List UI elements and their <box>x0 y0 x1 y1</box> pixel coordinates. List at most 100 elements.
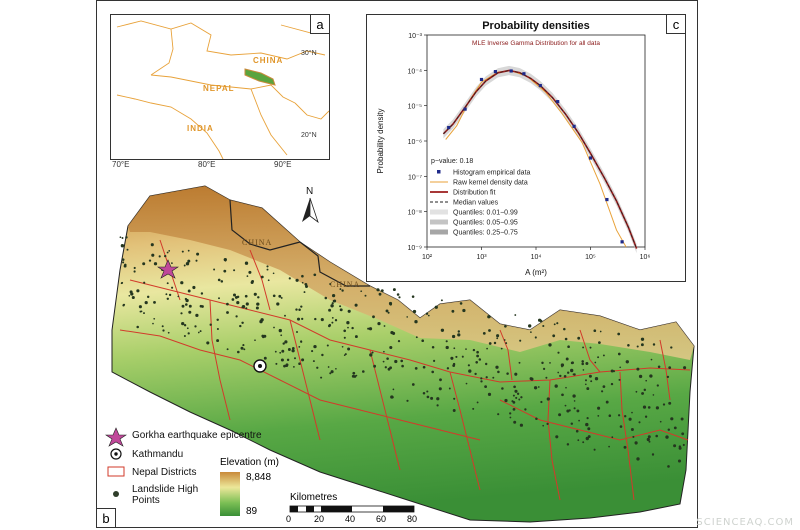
landslide-point <box>482 332 486 335</box>
landslide-point <box>281 349 285 353</box>
landslide-point <box>347 309 351 313</box>
landslide-point <box>406 399 409 402</box>
landslide-point <box>487 315 491 319</box>
landslide-point <box>582 441 585 444</box>
legend-swatch <box>430 229 448 235</box>
landslide-point <box>451 334 456 339</box>
landslide-point <box>125 236 128 239</box>
landslide-point <box>382 360 385 363</box>
landslide-point <box>276 302 280 306</box>
inset-lon-90: 90°E <box>274 160 292 169</box>
landslide-point <box>440 328 445 332</box>
landslide-point <box>406 316 409 318</box>
legend-kathmandu-icon <box>110 448 122 460</box>
landslide-point <box>438 387 442 391</box>
landslide-point <box>143 312 145 315</box>
landslide-point <box>226 302 229 306</box>
landslide-point <box>301 274 304 278</box>
y-tick-label: 10⁻⁸ <box>408 210 422 217</box>
landslide-point <box>130 292 134 296</box>
landslide-point <box>625 360 629 364</box>
landslide-point <box>284 314 286 317</box>
landslide-point <box>608 445 610 448</box>
landslide-point <box>244 261 249 265</box>
y-tick-label: 10⁻³ <box>408 33 422 40</box>
landslide-point <box>496 334 500 338</box>
landslide-point <box>165 293 168 296</box>
district-boundaries <box>119 239 691 501</box>
landslide-point <box>509 412 512 415</box>
landslide-point <box>509 416 512 419</box>
landslide-point <box>484 385 487 388</box>
landslide-point <box>577 439 580 442</box>
south-asia-inset-map: CHINA NEPAL INDIA 30°N 20°N 70°E <box>115 20 330 169</box>
landslide-point <box>582 369 585 371</box>
legend-landslide-icon <box>113 491 119 497</box>
landslide-point <box>515 396 518 399</box>
legend-kathmandu-label: Kathmandu <box>132 449 184 460</box>
landslide-point <box>383 350 385 353</box>
landslide-point <box>282 342 285 345</box>
histogram-point <box>538 83 542 88</box>
landslide-point <box>303 291 306 294</box>
landslide-point <box>645 379 648 382</box>
legend-entry: Quantiles: 0.25−0.75 <box>453 230 518 237</box>
landslide-point <box>617 352 621 356</box>
landslide-point <box>293 357 297 360</box>
landslide-point <box>563 374 567 378</box>
landslide-point <box>597 356 600 359</box>
landslide-point <box>218 297 220 300</box>
landslide-point <box>301 358 305 362</box>
landslide-point <box>655 406 660 410</box>
landslide-point <box>166 297 169 300</box>
landslide-point <box>678 446 682 450</box>
landslide-point <box>513 385 516 389</box>
landslide-point <box>440 299 443 302</box>
landslide-point <box>644 415 648 418</box>
landslide-point <box>298 346 301 348</box>
landslide-point <box>673 444 677 448</box>
p-value-annotation: p−value: 0.18 <box>431 158 473 165</box>
landslide-point <box>380 289 384 292</box>
landslide-point <box>312 360 315 363</box>
histogram-point <box>620 240 624 244</box>
landslide-point <box>241 321 244 325</box>
landslide-point <box>631 411 633 414</box>
landslide-point <box>668 401 672 405</box>
landslide-point <box>468 369 472 373</box>
landslide-point <box>667 465 670 468</box>
landslide-point <box>474 372 477 376</box>
landslide-point <box>278 294 282 298</box>
landslide-point <box>426 390 429 393</box>
legend-entry: Histogram empirical data <box>453 170 531 177</box>
landslide-point <box>354 335 358 339</box>
landslide-point <box>328 323 332 327</box>
landslide-point <box>593 448 596 451</box>
landslide-point <box>414 320 418 324</box>
landslide-point <box>630 428 634 431</box>
landslide-point <box>241 306 244 309</box>
landslide-point <box>519 339 522 342</box>
x-tick-label: 10² <box>422 254 433 261</box>
landslide-point <box>168 293 172 297</box>
landslide-point <box>484 362 488 366</box>
landslide-point <box>152 322 154 325</box>
landslide-point <box>200 292 204 295</box>
landslide-point <box>434 305 438 309</box>
landslide-point <box>144 300 148 305</box>
landslide-point <box>272 272 275 275</box>
landslide-point <box>347 347 351 351</box>
landslide-point <box>430 396 434 400</box>
landslide-point <box>597 406 601 410</box>
histogram-point <box>522 72 526 76</box>
landslide-point <box>640 343 644 347</box>
landslide-point <box>139 310 142 313</box>
landslide-point <box>287 348 291 351</box>
legend-swatch <box>437 170 441 174</box>
landslide-point <box>439 378 442 382</box>
landslide-point <box>377 321 381 326</box>
landslide-point <box>594 361 597 364</box>
landslide-point <box>226 348 229 351</box>
y-axis-label: Probability density <box>376 109 385 174</box>
legend-swatch <box>430 209 448 215</box>
